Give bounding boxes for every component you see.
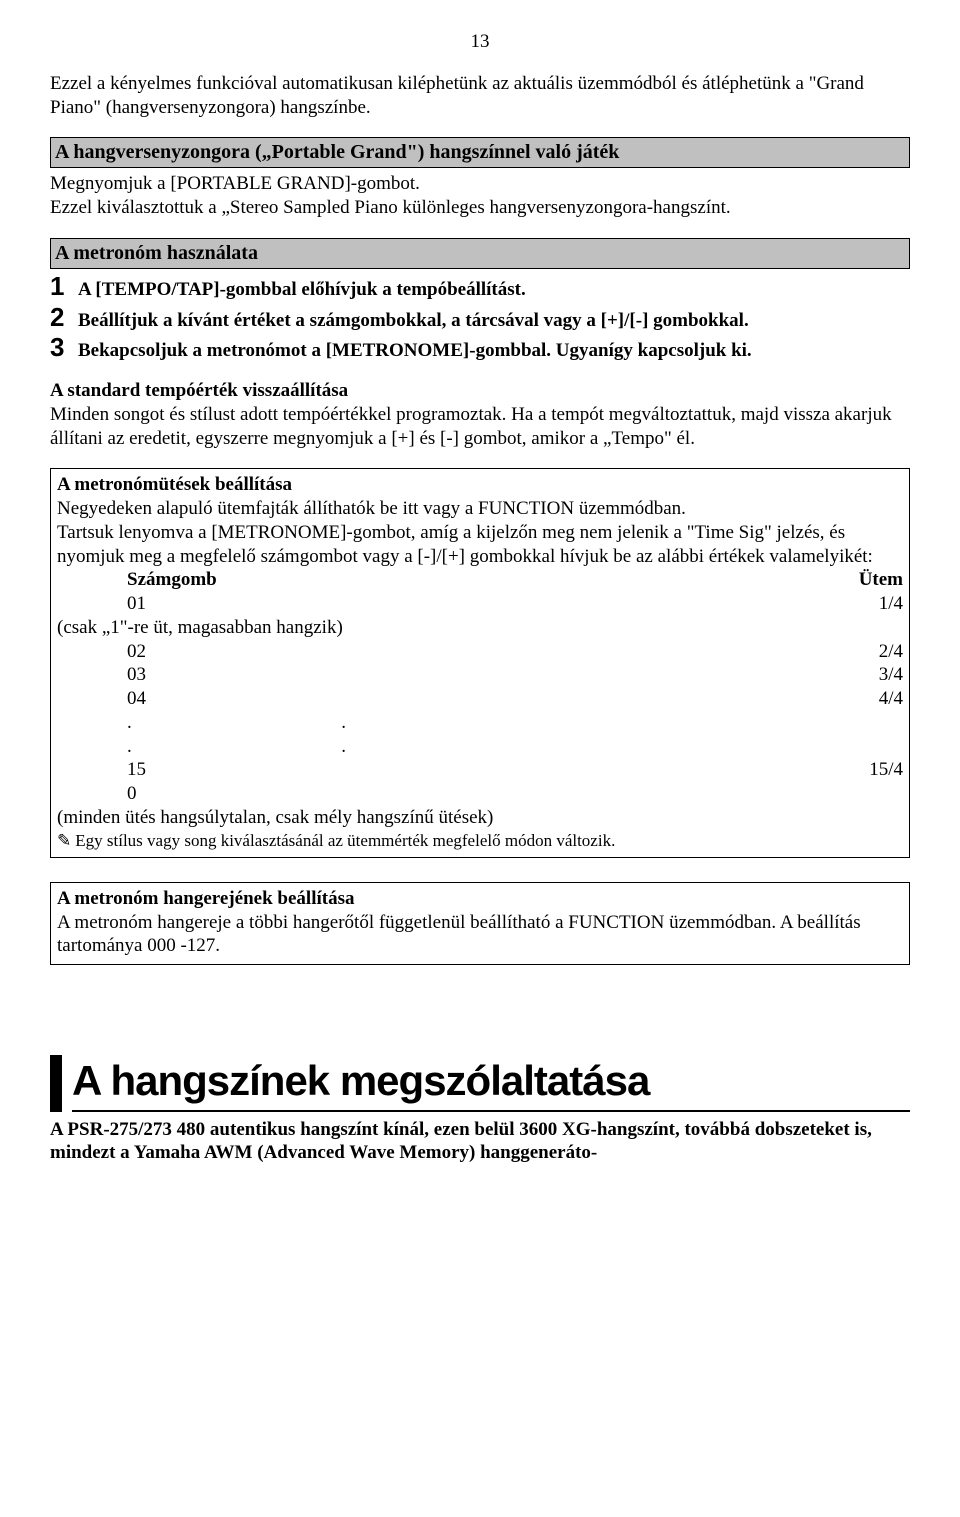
dot: . <box>341 712 346 733</box>
cell-left: 04 <box>127 687 843 711</box>
cell-left: 03 <box>127 663 843 687</box>
section-heading-portable-grand: A hangversenyzongora („Portable Grand") … <box>50 137 910 168</box>
cell-left: 0 <box>127 782 843 806</box>
section1-line2: Ezzel kiválasztottuk a „Stereo Sampled P… <box>50 196 910 220</box>
paren-note-2: (minden ütés hangsúlytalan, csak mély ha… <box>57 806 903 830</box>
list-text: A [TEMPO/TAP]-gombbal előhívjuk a tempób… <box>78 278 910 302</box>
dot: . <box>127 736 132 757</box>
dot: . <box>341 736 346 757</box>
col-left-header: Számgomb <box>127 568 843 592</box>
dots-row: . . <box>57 711 903 735</box>
list-text: Beállítjuk a kívánt értéket a számgombok… <box>78 309 910 333</box>
metronome-beats-box: A metronómütések beállítása Negyedeken a… <box>50 468 910 858</box>
list-text: Bekapcsoljuk a metronómot a [METRONOME]-… <box>78 339 910 363</box>
cell-right: 15/4 <box>843 758 903 782</box>
list-number: 3 <box>50 334 68 360</box>
page-number: 13 <box>50 30 910 54</box>
table-row: 01 1/4 <box>57 592 903 616</box>
standard-tempo-heading: A standard tempóérték visszaállítása <box>50 379 910 403</box>
list-number: 2 <box>50 304 68 330</box>
cell-right: 1/4 <box>843 592 903 616</box>
dots-row: . . <box>57 735 903 759</box>
list-item: 1 A [TEMPO/TAP]-gombbal előhívjuk a temp… <box>50 273 910 302</box>
table-row: 1515/4 0 <box>57 758 903 806</box>
list-item: 2 Beállítjuk a kívánt értéket a számgomb… <box>50 304 910 333</box>
section-heading-metronome: A metronóm használata <box>50 238 910 269</box>
box1-heading: A metronómütések beállítása <box>57 473 903 497</box>
list-number: 1 <box>50 273 68 299</box>
table-row: 022/4 033/4 044/4 <box>57 640 903 711</box>
table-header-row: Számgomb Ütem <box>57 568 903 592</box>
box1-p1: Negyedeken alapuló ütemfajták állíthatók… <box>57 497 903 521</box>
footnote: ✎Egy stílus vagy song kiválasztásánál az… <box>57 830 903 851</box>
cell-right: 2/4 <box>843 640 903 664</box>
numbered-list: 1 A [TEMPO/TAP]-gombbal előhívjuk a temp… <box>50 273 910 363</box>
pencil-icon: ✎ <box>57 831 71 850</box>
cell-right: 4/4 <box>843 687 903 711</box>
cell-left: 02 <box>127 640 843 664</box>
intro-paragraph: Ezzel a kényelmes funkcióval automatikus… <box>50 72 910 120</box>
box1-p2: Tartsuk lenyomva a [METRONOME]-gombot, a… <box>57 521 903 569</box>
cell-right <box>843 782 903 806</box>
dot: . <box>127 712 132 733</box>
paren-note-1: (csak „1"-re üt, magasabban hangzik) <box>57 616 903 640</box>
cell-left: 01 <box>127 592 843 616</box>
chapter-title: A hangszínek megszólaltatása <box>72 1055 910 1112</box>
section1-line1: Megnyomjuk a [PORTABLE GRAND]-gombot. <box>50 172 910 196</box>
cell-right: 3/4 <box>843 663 903 687</box>
standard-tempo-body: Minden songot és stílust adott tempóérté… <box>50 403 910 451</box>
box2-body: A metronóm hangereje a többi hangerőtől … <box>57 911 903 959</box>
footnote-text: Egy stílus vagy song kiválasztásánál az … <box>75 831 615 850</box>
chapter-title-wrap: A hangszínek megszólaltatása <box>50 1055 910 1112</box>
col-right-header: Ütem <box>843 568 903 592</box>
sub-heading-text: A standard tempóérték visszaállítása <box>50 380 348 401</box>
closing-paragraph: A PSR-275/273 480 autentikus hangszínt k… <box>50 1118 910 1166</box>
list-item: 3 Bekapcsoljuk a metronómot a [METRONOME… <box>50 334 910 363</box>
cell-left: 15 <box>127 758 843 782</box>
box2-heading: A metronóm hangerejének beállítása <box>57 887 903 911</box>
metronome-volume-box: A metronóm hangerejének beállítása A met… <box>50 882 910 965</box>
